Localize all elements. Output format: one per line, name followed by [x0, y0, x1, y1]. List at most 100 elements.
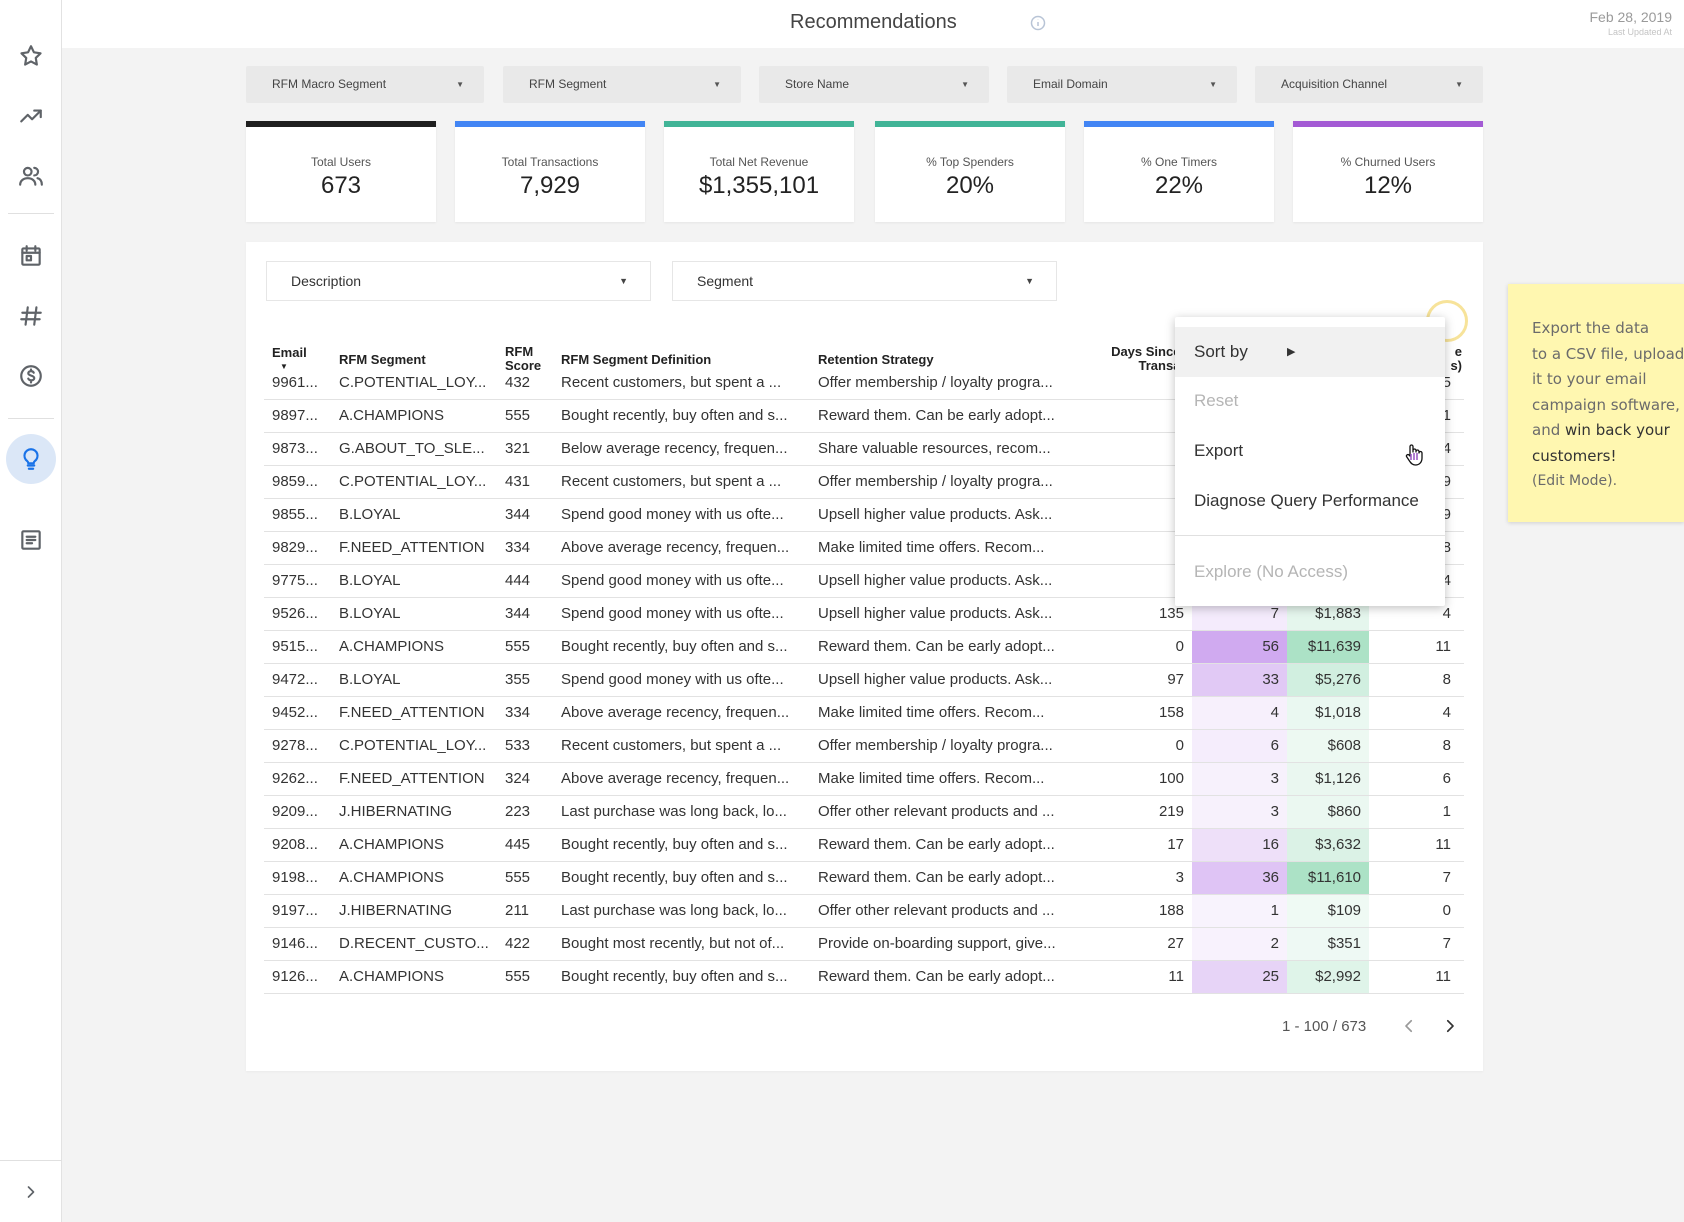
cell-definition: Bought recently, buy often and s... — [561, 869, 788, 886]
cell-score: 324 — [505, 770, 531, 787]
cell-strategy: Reward them. Can be early adopt... — [818, 407, 1055, 424]
table-row[interactable]: 9829... F.NEED_ATTENTION 334 Above average … — [264, 532, 1464, 565]
caret-down-icon: ▼ — [1209, 80, 1217, 89]
cell-days: 100 — [1158, 770, 1184, 787]
cell-segment: A.CHAMPIONS — [339, 638, 445, 655]
kpi-label: Total Users — [310, 155, 372, 169]
col-header-email[interactable]: Email ▼ — [272, 346, 307, 374]
cell-score: 355 — [505, 671, 531, 688]
cell-segment: C.POTENTIAL_LOY... — [339, 473, 487, 490]
cell-last: 4 — [1442, 605, 1451, 622]
note-line: to a CSV file, upload — [1532, 344, 1684, 363]
table-row[interactable]: 9146... D.RECENT_CUSTO... 422 Bought most r… — [264, 928, 1464, 961]
cell-score: 321 — [505, 440, 531, 457]
cell-score: 344 — [505, 506, 531, 523]
filter-rfm-segment[interactable]: RFM Segment ▼ — [503, 66, 741, 103]
cell-tx: 6 — [1192, 730, 1287, 762]
filter-acquisition-channel[interactable]: Acquisition Channel ▼ — [1255, 66, 1483, 103]
kpi-label: % Top Spenders — [926, 155, 1014, 169]
kpi-total-net-revenue: Total Net Revenue $1,355,101 — [664, 121, 854, 222]
cell-email: 9197... — [272, 902, 318, 919]
header-text: RFM — [505, 344, 534, 359]
cell-score: 223 — [505, 803, 531, 820]
table-row[interactable]: 9208... A.CHAMPIONS 445 Bought recently, bu… — [264, 829, 1464, 862]
filter-email-domain[interactable]: Email Domain ▼ — [1007, 66, 1237, 103]
cell-days: 11 — [1168, 968, 1184, 985]
caret-down-icon: ▼ — [619, 276, 628, 286]
document-icon[interactable] — [6, 515, 56, 565]
menu-item-diagnose-query-performance[interactable]: Diagnose Query Performance — [1194, 491, 1419, 510]
cell-days: 135 — [1158, 605, 1184, 622]
cell-definition: Spend good money with us ofte... — [561, 605, 784, 622]
info-icon[interactable] — [1030, 15, 1046, 31]
description-dropdown[interactable]: Description ▼ — [266, 261, 651, 301]
caret-down-icon: ▼ — [1455, 80, 1463, 89]
segment-dropdown[interactable]: Segment ▼ — [672, 261, 1057, 301]
table-row[interactable]: 9855... B.LOYAL 344 Spend good money with u… — [264, 499, 1464, 532]
table-row[interactable]: 9859... C.POTENTIAL_LOY... 431 Recent custo… — [264, 466, 1464, 499]
people-icon[interactable] — [6, 151, 56, 201]
cell-email: 9208... — [272, 836, 318, 853]
col-header-definition[interactable]: RFM Segment Definition — [561, 352, 712, 367]
note-line: (Edit Mode). — [1532, 473, 1618, 489]
table-row[interactable]: 9262... F.NEED_ATTENTION 324 Above average … — [264, 763, 1464, 796]
table-row[interactable]: 9197... J.HIBERNATING 211 Last purchase was… — [264, 895, 1464, 928]
context-menu: Sort by ▶ Reset Export Diagnose Query Pe… — [1175, 317, 1445, 606]
cell-definition: Bought recently, buy often and s... — [561, 836, 788, 853]
note-line: Export the data — [1532, 319, 1650, 337]
cell-rev: $11,639 — [1287, 631, 1369, 663]
cell-days: 0 — [1175, 638, 1184, 655]
calendar-icon[interactable] — [6, 231, 56, 281]
table-row[interactable]: 9873... G.ABOUT_TO_SLE... 321 Below average… — [264, 433, 1464, 466]
cell-email: 9452... — [272, 704, 318, 721]
cell-score: 334 — [505, 539, 531, 556]
filter-rfm-macro-segment[interactable]: RFM Macro Segment ▼ — [246, 66, 484, 103]
cell-strategy: Reward them. Can be early adopt... — [818, 869, 1055, 886]
cell-rev: $860 — [1287, 796, 1369, 828]
table-row[interactable]: 9897... A.CHAMPIONS 555 Bought recently, bu… — [264, 400, 1464, 433]
trending-up-icon[interactable] — [6, 91, 56, 141]
col-header-retention-strategy[interactable]: Retention Strategy — [818, 352, 934, 367]
cell-tx: 36 — [1192, 862, 1287, 894]
cell-last: 11 — [1435, 638, 1451, 655]
table-row[interactable]: 9209... J.HIBERNATING 223 Last purchase was… — [264, 796, 1464, 829]
next-page-icon[interactable] — [1438, 1014, 1462, 1038]
cell-definition: Last purchase was long back, lo... — [561, 803, 787, 820]
cell-last: 8 — [1442, 539, 1451, 556]
lightbulb-icon[interactable] — [6, 434, 56, 484]
cell-email: 9873... — [272, 440, 318, 457]
table-row[interactable]: 9198... A.CHAMPIONS 555 Bought recently, bu… — [264, 862, 1464, 895]
col-header-last[interactable]: e s) — [1442, 345, 1462, 373]
table-row[interactable]: 9472... B.LOYAL 355 Spend good money with u… — [264, 664, 1464, 697]
col-header-rfm-score[interactable]: RFM Score — [505, 345, 541, 373]
cell-definition: Spend good money with us ofte... — [561, 671, 784, 688]
cell-last: 11 — [1435, 968, 1451, 985]
table-row[interactable]: 9515... A.CHAMPIONS 555 Bought recently, bu… — [264, 631, 1464, 664]
note-line: and win back your — [1532, 418, 1684, 444]
star-icon[interactable] — [6, 31, 56, 81]
cell-rev: $11,610 — [1287, 862, 1369, 894]
table-row[interactable]: 9452... F.NEED_ATTENTION 334 Above average … — [264, 697, 1464, 730]
prev-page-icon[interactable] — [1397, 1014, 1421, 1038]
cell-definition: Spend good money with us ofte... — [561, 506, 784, 523]
cell-strategy: Upsell higher value products. Ask... — [818, 671, 1053, 688]
menu-item-sort-by[interactable]: Sort by ▶ — [1175, 327, 1445, 377]
cell-definition: Bought recently, buy often and s... — [561, 407, 788, 424]
chevron-right-icon[interactable] — [6, 1167, 56, 1217]
kpi-value: $1,355,101 — [698, 172, 820, 199]
cell-definition: Bought recently, buy often and s... — [561, 638, 788, 655]
header-text: Score — [505, 358, 542, 373]
table-row[interactable]: 9775... B.LOYAL 444 Spend good money with u… — [264, 565, 1464, 598]
filter-store-name[interactable]: Store Name ▼ — [759, 66, 989, 103]
menu-item-export[interactable]: Export — [1194, 441, 1244, 460]
col-header-rfm-segment[interactable]: RFM Segment — [339, 352, 426, 367]
table-row[interactable]: 9961... C.POTENTIAL_LOY... 432 Recent custo… — [264, 367, 1464, 400]
table-row[interactable]: 9126... A.CHAMPIONS 555 Bought recently, bu… — [264, 961, 1464, 994]
hashtag-icon[interactable] — [6, 291, 56, 341]
dropdown-label: Segment — [697, 273, 754, 289]
kpi-total-users: Total Users 673 — [246, 121, 436, 222]
cell-definition: Recent customers, but spent a ... — [561, 737, 782, 754]
dollar-icon[interactable] — [6, 351, 56, 401]
table-row[interactable]: 9278... C.POTENTIAL_LOY... 533 Recent custo… — [264, 730, 1464, 763]
cell-segment: C.POTENTIAL_LOY... — [339, 737, 487, 754]
